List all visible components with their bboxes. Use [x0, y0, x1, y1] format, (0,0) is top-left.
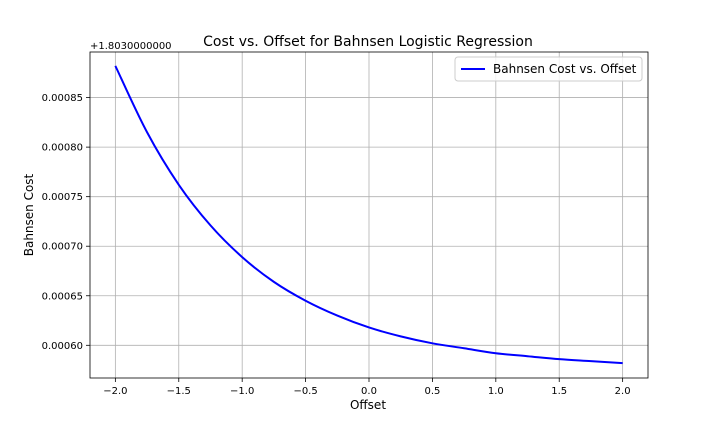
x-tick-label: 1.0: [488, 386, 504, 397]
axis-ticks: −2.0 −1.5 −1.0 −0.5 0.0 0.5 1.0 1.5 2.0 0.00060 0.…: [42, 93, 631, 397]
legend-box: [454, 56, 643, 82]
x-axis-label: Offset: [350, 398, 386, 412]
x-tick-label: −2.0: [103, 386, 127, 397]
legend: Bahnsen Cost vs. Offset: [454, 56, 643, 82]
y-tick-label: 0.00070: [42, 242, 83, 253]
y-tick-label: 0.00085: [42, 93, 83, 104]
series-line-bahnsen-cost: [114, 65, 623, 365]
y-tick-label: 0.00060: [42, 341, 83, 352]
x-tick-label: 2.0: [615, 386, 631, 397]
x-tick-label: −0.5: [293, 386, 317, 397]
x-tick-label: −1.0: [230, 386, 254, 397]
series-layer: [114, 65, 623, 365]
grid-lines: [90, 52, 648, 378]
y-offset-text: +1.8030000000: [90, 41, 172, 52]
y-tick-label: 0.00065: [42, 291, 83, 302]
legend-label: Bahnsen Cost vs. Offset: [493, 62, 637, 76]
y-tick-label: 0.00075: [42, 192, 83, 203]
plot-area-frame: [89, 51, 649, 379]
y-tick-label: 0.00080: [42, 143, 83, 154]
x-tick-label: 0.5: [424, 386, 440, 397]
y-axis-label: Bahnsen Cost: [22, 173, 36, 256]
x-tick-label: 1.5: [551, 386, 567, 397]
x-tick-label: 0.0: [361, 386, 377, 397]
x-tick-label: −1.5: [167, 386, 191, 397]
chart-title: Cost vs. Offset for Bahnsen Logistic Reg…: [203, 34, 533, 50]
